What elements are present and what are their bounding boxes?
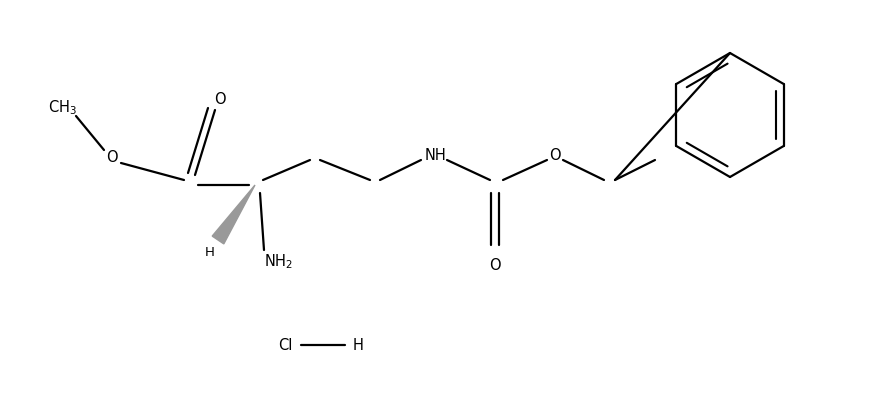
Text: Cl: Cl [278, 338, 292, 352]
Text: O: O [549, 148, 561, 162]
Text: CH$_3$: CH$_3$ [47, 99, 77, 117]
Text: H: H [352, 338, 364, 352]
Text: H: H [205, 246, 215, 258]
Text: NH$_2$: NH$_2$ [264, 253, 292, 271]
Text: O: O [106, 150, 118, 166]
Polygon shape [212, 185, 255, 244]
Text: NH: NH [424, 148, 446, 162]
Text: O: O [489, 258, 501, 272]
Text: O: O [215, 92, 226, 108]
